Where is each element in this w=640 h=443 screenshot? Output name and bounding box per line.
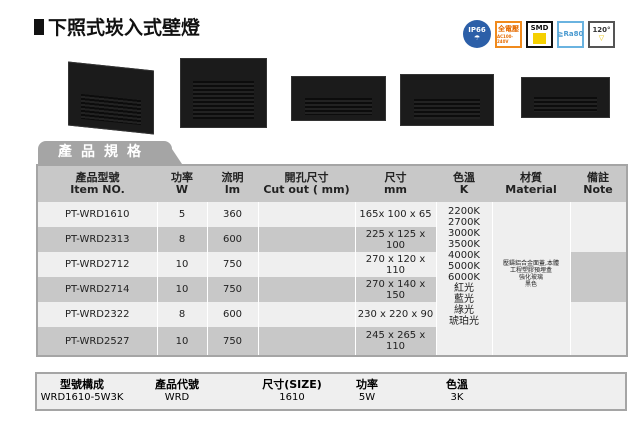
- cell-w: 10: [157, 277, 208, 302]
- cell-lm: 360: [207, 202, 259, 227]
- cell-cutout: [258, 277, 356, 302]
- table-header: 產品型號 Item NO. 功率 W 流明 lm 開孔尺寸 Cut out ( mm) 尺寸 mm…: [37, 165, 627, 202]
- cell-item: PT-WRD1610: [37, 202, 158, 227]
- cell-size: 270 x 140 x 150: [355, 277, 437, 302]
- section-tab: 產品規格: [38, 141, 182, 164]
- cell-item: PT-WRD2313: [37, 227, 158, 252]
- cell-lm: 600: [207, 302, 259, 327]
- column-header: 尺寸 mm: [355, 165, 436, 202]
- color-temp-cell: 2200K 2700K 3000K 3500K 4000K 5000K 6000K 紅光 藍光綠…: [436, 202, 493, 356]
- cell-lm: 750: [207, 327, 259, 356]
- smd-chip-icon: SMD: [526, 20, 553, 48]
- cell-w: 10: [157, 252, 208, 277]
- model-code-header: 產品代號: [155, 378, 199, 391]
- voltage-icon: 全電壓 AC100-240V: [495, 20, 522, 48]
- cell-size: 165x 100 x 65: [355, 202, 437, 227]
- cell-cutout: [258, 227, 356, 252]
- table-row: PT-WRD2313 8 600 225 x 125 x 100: [37, 227, 627, 252]
- table-row: PT-WRD2322 8 600 230 x 220 x 90: [37, 302, 628, 356]
- column-header: 功率 W: [157, 165, 207, 202]
- cell-w: 8: [157, 302, 208, 327]
- product-photo-angled: [68, 61, 154, 135]
- title-marker: [34, 18, 44, 35]
- beam-angle-icon: 120° ▽: [588, 20, 615, 48]
- product-photo-wide-3: [521, 77, 610, 118]
- model-code-value: WRD: [164, 392, 190, 403]
- cell-lm: 600: [207, 227, 259, 252]
- cell-item: PT-WRD2527: [37, 327, 158, 356]
- title-text: 下照式崁入式壁燈: [48, 17, 201, 39]
- cell-cutout: [258, 252, 356, 277]
- product-photo-wide-1: [291, 76, 386, 121]
- table-row: PT-WRD2714 10 750 270 x 140 x 150: [37, 277, 627, 302]
- feature-badges: IP66 ☂ 全電壓 AC100-240V SMD ≧Ra80 120° ▽: [463, 20, 615, 48]
- model-code-header: 型號構成: [60, 378, 104, 391]
- column-header: 材質 Material: [492, 165, 570, 202]
- note-cell: [570, 202, 628, 252]
- model-code-value: 3K: [450, 392, 464, 403]
- cell-cutout: [258, 302, 356, 327]
- column-header: 產品型號 Item NO.: [37, 165, 157, 202]
- cell-item: PT-WRD2322: [37, 302, 158, 327]
- model-code-header: 色溫: [446, 378, 468, 391]
- model-code-value: 5W: [358, 392, 376, 403]
- cell-size: 230 x 220 x 90: [355, 302, 437, 327]
- table-row: PT-WRD2712 10 750 270 x 120 x 110: [37, 252, 628, 302]
- table-row: PT-WRD2527 10 750 245 x 265 x 110: [37, 327, 627, 356]
- cell-w: 8: [157, 227, 208, 252]
- spec-table: 產品型號 Item NO. 功率 W 流明 lm 開孔尺寸 Cut out ( mm) 尺寸 mm…: [36, 164, 628, 357]
- table-row: PT-WRD1610 5 360 165x 100 x 65 2200K 2700K 300…: [37, 202, 628, 356]
- model-code-value: WRD1610-5W3K: [40, 392, 124, 403]
- cell-w: 5: [157, 202, 208, 227]
- cell-size: 270 x 120 x 110: [355, 252, 437, 277]
- model-code-header: 尺寸(SIZE): [262, 378, 322, 391]
- column-header: 開孔尺寸 Cut out ( mm): [258, 165, 355, 202]
- product-photo-square: [180, 58, 267, 128]
- cell-lm: 750: [207, 252, 259, 277]
- cell-item: PT-WRD2714: [37, 277, 158, 302]
- product-photo-wide-2: [400, 74, 494, 126]
- page-title: 下照式崁入式壁燈: [34, 13, 200, 40]
- column-header: 色溫 K: [436, 165, 492, 202]
- material-cell: 壓鑄鋁合金面蓋,本體 工程塑膠預埋盒 強化玻璃 黑色: [492, 202, 571, 356]
- cri-icon: ≧Ra80: [557, 20, 584, 48]
- cell-w: 10: [157, 327, 208, 356]
- cell-item: PT-WRD2712: [37, 252, 158, 277]
- cell-size: 245 x 265 x 110: [355, 327, 437, 356]
- note-cell: [570, 302, 628, 356]
- cell-lm: 750: [207, 277, 259, 302]
- ip66-rain-icon: IP66 ☂: [463, 20, 491, 48]
- cell-cutout: [258, 327, 356, 356]
- cell-cutout: [258, 202, 356, 227]
- note-cell: [570, 252, 628, 302]
- model-code-value: 1610: [279, 392, 305, 403]
- cell-size: 225 x 125 x 100: [355, 227, 437, 252]
- model-code-header: 功率: [356, 378, 378, 391]
- column-header: 流明 lm: [207, 165, 258, 202]
- model-code-box: 型號構成 WRD1610-5W3K 產品代號 WRD 尺寸(SIZE) 1610 功率 5W 色…: [35, 372, 627, 411]
- column-header: 備註 Note: [570, 165, 627, 202]
